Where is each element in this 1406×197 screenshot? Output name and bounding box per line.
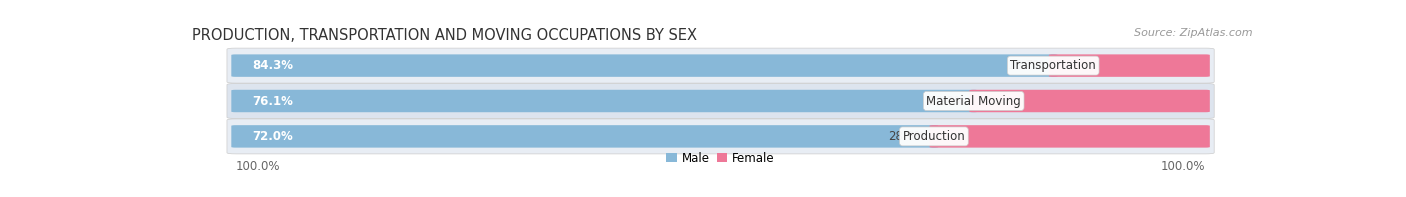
Text: 23.9%: 23.9% [928,95,965,108]
Text: 72.0%: 72.0% [252,130,292,143]
FancyBboxPatch shape [232,54,1057,77]
FancyBboxPatch shape [226,84,1215,119]
Text: 100.0%: 100.0% [236,160,280,173]
FancyBboxPatch shape [232,90,979,112]
FancyBboxPatch shape [226,119,1215,154]
Text: Source: ZipAtlas.com: Source: ZipAtlas.com [1133,28,1253,38]
Text: 15.7%: 15.7% [1007,59,1045,72]
Text: 84.3%: 84.3% [252,59,292,72]
Text: PRODUCTION, TRANSPORTATION AND MOVING OCCUPATIONS BY SEX: PRODUCTION, TRANSPORTATION AND MOVING OC… [193,28,697,43]
Text: Production: Production [903,130,966,143]
Text: 76.1%: 76.1% [252,95,292,108]
FancyBboxPatch shape [1049,54,1209,77]
Text: Transportation: Transportation [1011,59,1097,72]
FancyBboxPatch shape [929,125,1209,148]
FancyBboxPatch shape [969,90,1209,112]
Legend: Male, Female: Male, Female [662,147,779,169]
Text: 28.0%: 28.0% [889,130,925,143]
Text: Material Moving: Material Moving [927,95,1021,108]
FancyBboxPatch shape [226,48,1215,83]
Text: 100.0%: 100.0% [1161,160,1205,173]
FancyBboxPatch shape [232,125,938,148]
